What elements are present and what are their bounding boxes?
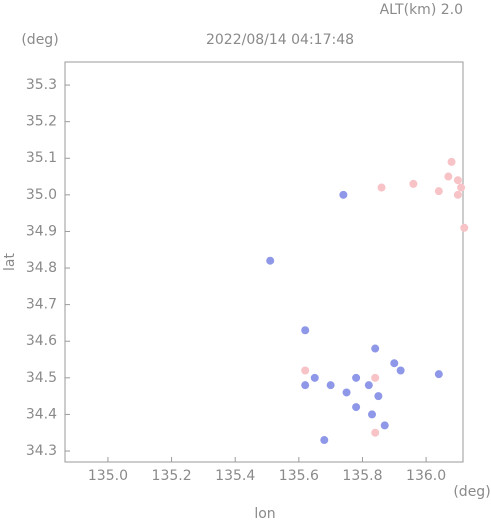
chart-title: 2022/08/14 04:17:48 <box>206 32 354 48</box>
x-unit: (deg) <box>453 484 490 500</box>
echo-point <box>409 179 418 188</box>
y-tick-label: 34.9 <box>26 223 57 239</box>
echo-point <box>301 366 310 375</box>
echo-point <box>453 176 462 185</box>
x-tick-label: 135.6 <box>279 468 319 484</box>
echo-point <box>326 381 335 390</box>
y-tick-label: 34.3 <box>26 443 57 459</box>
echo-point <box>310 373 319 382</box>
subtitle: ALT(km) 2.0 <box>380 2 463 18</box>
y-axis-label: lat <box>2 253 18 271</box>
echo-point <box>320 436 329 445</box>
y-tick-label: 35.0 <box>26 187 57 203</box>
echo-point <box>380 421 389 430</box>
plot-frame <box>64 61 464 463</box>
echo-point <box>444 172 453 181</box>
echo-point <box>339 190 348 199</box>
echo-point <box>374 392 383 401</box>
x-tick-label: 135.0 <box>88 468 128 484</box>
echo-point <box>266 256 275 265</box>
y-tick-label: 34.7 <box>26 297 57 313</box>
echo-point <box>301 326 310 335</box>
y-tick-label: 35.3 <box>26 77 57 93</box>
echo-point <box>342 388 351 397</box>
echo-point <box>371 344 380 353</box>
x-axis-label: lon <box>254 506 275 521</box>
echo-point <box>453 190 462 199</box>
y-tick-label: 35.1 <box>26 150 57 166</box>
echo-point <box>368 410 377 419</box>
y-tick-label: 34.4 <box>26 406 57 422</box>
echo-point <box>377 183 386 192</box>
y-tick-label: 34.8 <box>26 260 57 276</box>
echo-point <box>352 403 361 412</box>
echo-point <box>352 373 361 382</box>
echo-point <box>457 183 466 192</box>
y-tick-label: 35.2 <box>26 114 57 130</box>
echo-point <box>390 359 399 368</box>
echo-point <box>371 373 380 382</box>
y-unit: (deg) <box>21 32 58 48</box>
echo-point <box>447 157 456 166</box>
y-tick-label: 34.6 <box>26 333 57 349</box>
y-tick-label: 34.5 <box>26 370 57 386</box>
x-tick-label: 136.0 <box>406 468 446 484</box>
x-tick-label: 135.4 <box>215 468 255 484</box>
echo-point <box>460 223 469 232</box>
echo-point <box>396 366 405 375</box>
echo-point <box>434 187 443 196</box>
echo-point <box>301 381 310 390</box>
x-tick-label: 135.8 <box>342 468 382 484</box>
echo-point <box>371 428 380 437</box>
echo-point <box>364 381 373 390</box>
x-tick-label: 135.2 <box>152 468 192 484</box>
echo-point <box>434 370 443 379</box>
